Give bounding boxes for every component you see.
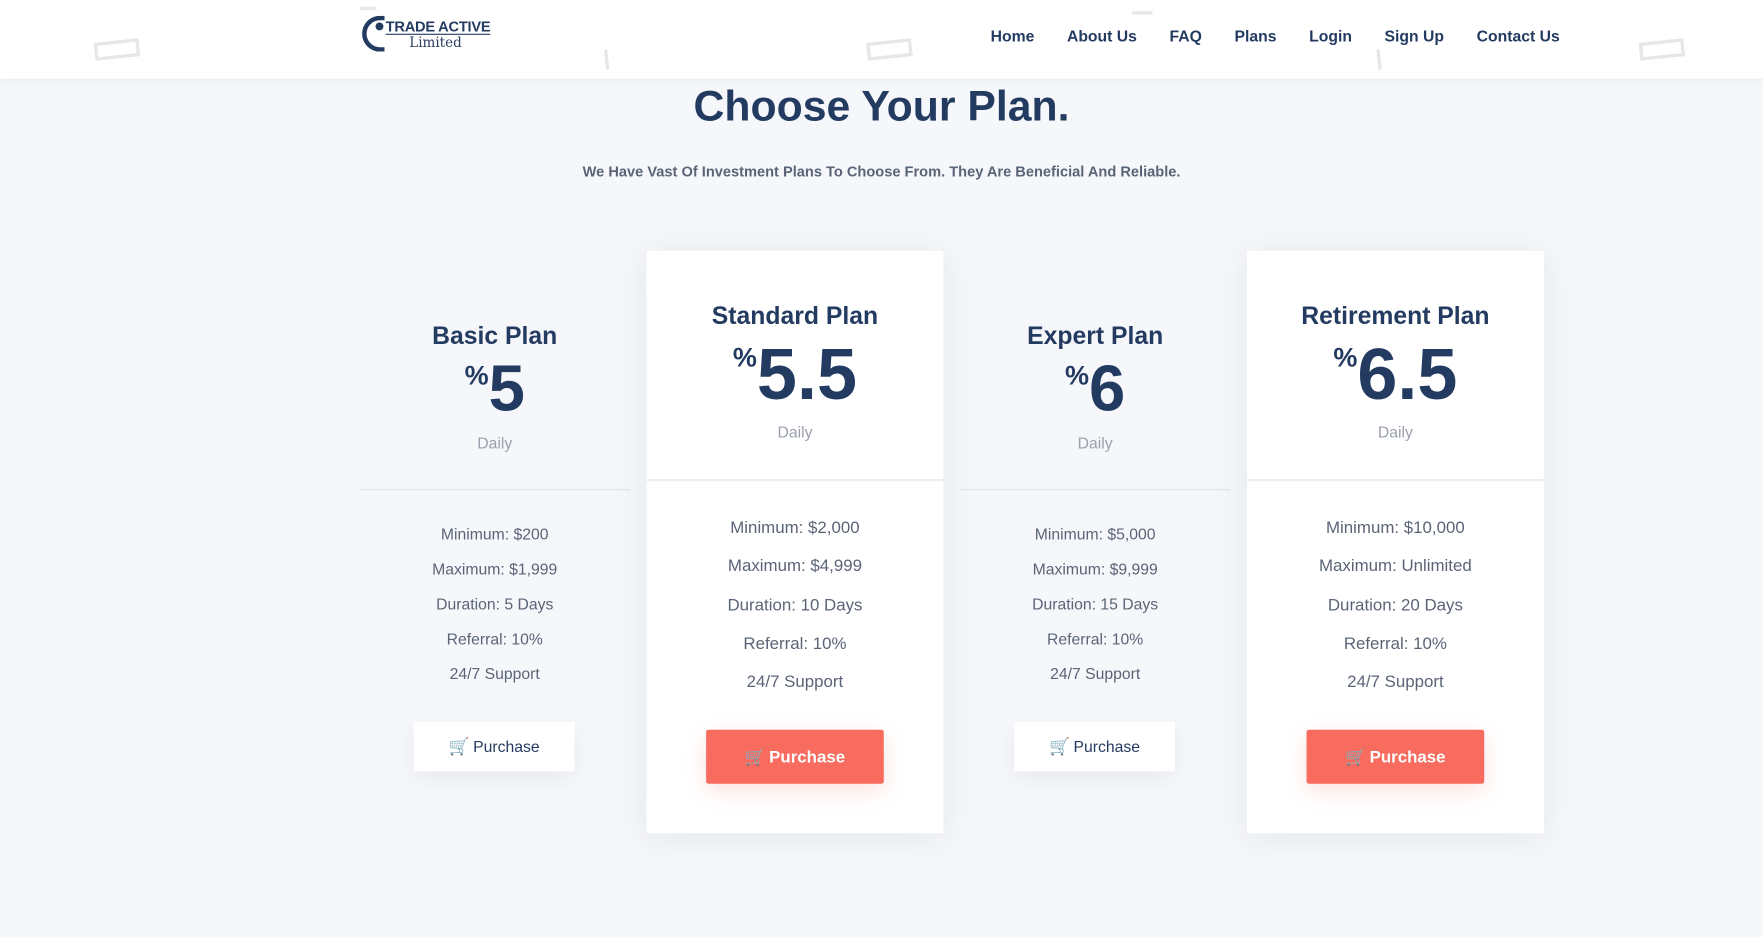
plan-feature: Maximum: $4,999 — [727, 556, 862, 577]
nav-contact-us[interactable]: Contact Us — [1476, 26, 1560, 45]
rate-value: 6 — [1089, 351, 1126, 426]
nav-plans[interactable]: Plans — [1234, 26, 1277, 45]
nav-home[interactable]: Home — [990, 26, 1035, 45]
plan-feature: Duration: 20 Days — [1327, 595, 1463, 615]
shopping-cart-icon: 🛒 — [448, 737, 470, 757]
percent-sign: % — [1065, 360, 1090, 392]
plan-name: Expert Plan — [1027, 321, 1164, 350]
purchase-button[interactable]: 🛒 Purchase — [1306, 729, 1485, 784]
purchase-button[interactable]: 🛒 Purchase — [706, 729, 884, 784]
purchase-button[interactable]: 🛒 Purchase — [413, 721, 575, 772]
page-subtitle: We Have Vast Of Investment Plans To Choo… — [582, 163, 1181, 180]
plan-name: Basic Plan — [432, 321, 558, 350]
decorative-shape — [93, 38, 141, 61]
plan-feature: Duration: 15 Days — [1032, 594, 1159, 613]
plan-feature: Minimum: $2,000 — [730, 518, 860, 538]
plan-rate: %5.5 — [647, 338, 944, 410]
logo-subtext: Limited — [409, 34, 462, 51]
percent-sign: % — [732, 342, 757, 374]
plan-card-expert-plan: Expert Plan %6 Daily Minimum: $5,000 Maxi… — [960, 251, 1231, 833]
decorative-shape — [1638, 38, 1686, 61]
rate-value: 5 — [488, 351, 525, 426]
nav-faq[interactable]: FAQ — [1169, 26, 1202, 45]
plan-card-basic-plan: Basic Plan %5 Daily Minimum: $200 Maximum… — [359, 251, 630, 833]
plan-feature: Duration: 5 Days — [436, 594, 554, 613]
purchase-button[interactable]: 🛒 Purchase — [1014, 721, 1175, 772]
plan-period: Daily — [1077, 434, 1113, 453]
percent-sign: % — [464, 360, 489, 392]
nav-about-us[interactable]: About Us — [1066, 26, 1137, 45]
divider — [1246, 478, 1544, 482]
decorative-shape — [1376, 49, 1382, 70]
purchase-label: Purchase — [769, 747, 846, 767]
plan-feature: 24/7 Support — [1347, 672, 1444, 692]
plan-feature: 24/7 Support — [1050, 664, 1141, 683]
rate-value: 5.5 — [756, 333, 857, 415]
logo-mark-icon — [362, 15, 385, 52]
plan-name: Retirement Plan — [1301, 301, 1490, 330]
plan-feature: Referral: 10% — [1343, 634, 1447, 654]
plan-feature: Minimum: $5,000 — [1034, 525, 1156, 544]
plan-feature: Minimum: $10,000 — [1326, 518, 1465, 538]
logo-text: TRADE ACTIVE — [385, 17, 491, 35]
divider — [960, 489, 1231, 491]
plan-rate: %6 — [960, 356, 1230, 421]
shopping-cart-icon: 🛒 — [1049, 737, 1071, 757]
plan-feature: Maximum: Unlimited — [1318, 556, 1472, 577]
decorative-shape — [603, 49, 610, 70]
nav-sign-up[interactable]: Sign Up — [1384, 26, 1445, 45]
plan-feature: Minimum: $200 — [440, 525, 549, 544]
plan-feature: Referral: 10% — [446, 629, 543, 648]
plan-card-standard-plan: Standard Plan %5.5 Daily Minimum: $2,000… — [646, 250, 944, 834]
shopping-cart-icon: 🛒 — [744, 747, 766, 767]
plan-feature: Maximum: $9,999 — [1032, 559, 1158, 578]
plan-feature: Duration: 10 Days — [727, 595, 863, 615]
plan-name: Standard Plan — [711, 301, 879, 330]
purchase-label: Purchase — [473, 737, 540, 756]
plan-rate: %6.5 — [1247, 338, 1544, 410]
decorative-shape — [359, 6, 376, 11]
plan-period: Daily — [477, 434, 513, 453]
plan-card-retirement-plan: Retirement Plan %6.5 Daily Minimum: $10,… — [1246, 250, 1544, 834]
logo-dot-icon — [375, 22, 384, 31]
plan-feature: Referral: 10% — [1047, 629, 1144, 648]
divider — [646, 478, 944, 482]
logo[interactable]: TRADE ACTIVE Limited — [362, 15, 508, 56]
nav-login[interactable]: Login — [1309, 26, 1352, 45]
plan-rate: %5 — [360, 356, 630, 421]
main-nav: Home About Us FAQ Plans Login Sign Up Co… — [991, 27, 1593, 45]
purchase-label: Purchase — [1369, 747, 1446, 767]
site-header: TRADE ACTIVE Limited Home About Us FAQ P… — [0, 0, 1763, 79]
plan-period: Daily — [777, 422, 813, 441]
rate-value: 6.5 — [1357, 333, 1458, 415]
plan-feature: 24/7 Support — [746, 672, 844, 692]
divider — [359, 489, 630, 491]
shopping-cart-icon: 🛒 — [1345, 747, 1367, 767]
percent-sign: % — [1333, 342, 1358, 374]
plan-feature: Referral: 10% — [743, 634, 847, 654]
plan-period: Daily — [1377, 422, 1413, 441]
decorative-shape — [1132, 11, 1153, 15]
decorative-shape — [866, 38, 913, 61]
page-title: Choose Your Plan. — [693, 83, 1070, 131]
plan-feature: Maximum: $1,999 — [432, 559, 558, 578]
purchase-label: Purchase — [1073, 737, 1141, 756]
plan-feature: 24/7 Support — [449, 664, 540, 683]
